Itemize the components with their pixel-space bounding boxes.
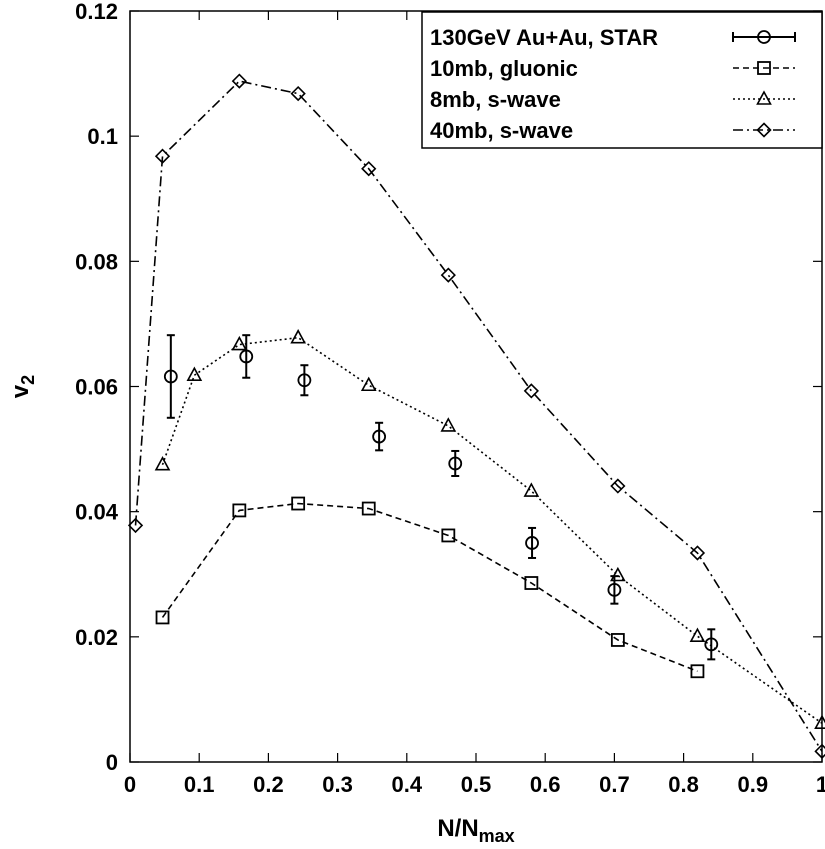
- legend-box: [421, 11, 823, 149]
- series-diamond: [127, 73, 825, 759]
- y-tick-label: 0: [106, 750, 118, 775]
- data-point-circle: [372, 429, 387, 444]
- data-point-square: [690, 664, 705, 679]
- x-tick-label: 0.7: [599, 772, 630, 797]
- y-tick-label: 0.12: [75, 0, 118, 24]
- data-point-diamond: [523, 383, 539, 399]
- y-tick-label: 0.08: [75, 249, 118, 274]
- data-point-diamond: [231, 73, 247, 89]
- series-circle: [163, 334, 719, 661]
- data-point-triangle: [689, 627, 706, 643]
- y-axis-title: v2: [7, 375, 38, 398]
- data-point-triangle: [186, 366, 203, 382]
- series-square: [155, 496, 705, 679]
- data-point-triangle: [440, 417, 457, 432]
- y-axis-title-main: v: [7, 384, 34, 398]
- x-tick-label: 0.1: [184, 772, 215, 797]
- x-axis-title: N/Nmax: [437, 815, 514, 846]
- x-tick-label: 0.9: [738, 772, 769, 797]
- x-axis-title-subscript: max: [479, 826, 515, 846]
- y-tick-label: 0.1: [87, 124, 118, 149]
- series-layer: [127, 73, 825, 759]
- data-point-diamond: [290, 85, 306, 102]
- data-point-triangle: [154, 456, 171, 471]
- data-point-triangle: [610, 566, 626, 582]
- x-tick-label: 0.5: [461, 772, 492, 797]
- data-point-circle: [525, 536, 539, 550]
- x-tick-label: 1: [816, 772, 825, 797]
- legend-marker-circle: [757, 30, 771, 44]
- series-triangle: [154, 329, 825, 729]
- legend-marker-square: [757, 61, 771, 75]
- legend-label: 8mb, s-wave: [430, 87, 561, 112]
- series-line: [134, 80, 823, 752]
- data-point-circle: [448, 456, 463, 471]
- series-line: [161, 336, 823, 724]
- data-point-diamond: [610, 478, 626, 494]
- data-point-triangle: [523, 482, 540, 497]
- data-point-square: [155, 610, 170, 625]
- data-point-square: [524, 576, 539, 590]
- legend-marker-diamond: [756, 122, 772, 138]
- data-point-circle: [607, 582, 622, 597]
- data-point-square: [441, 528, 456, 543]
- axis-titles: N/Nmax v2: [7, 375, 515, 846]
- data-point-circle: [239, 349, 254, 364]
- x-tick-label: 0.6: [530, 772, 561, 797]
- data-point-triangle: [290, 329, 306, 344]
- legend-marker-triangle: [756, 90, 772, 105]
- x-tick-label: 0.4: [392, 772, 423, 797]
- legend-label: 10mb, gluonic: [430, 56, 578, 81]
- y-tick-label: 0.04: [75, 500, 119, 525]
- data-point-square: [610, 633, 625, 647]
- x-tick-label: 0: [124, 772, 136, 797]
- axis-ticks: 0 0.1 0.2 0.3 0.4 0.5 0.6 0.7 0.8 0.9 1 0 0.02 0.04 0.…: [75, 0, 825, 797]
- data-point-diamond: [689, 545, 706, 561]
- x-tick-label: 0.2: [253, 772, 284, 797]
- y-tick-label: 0.06: [75, 375, 118, 400]
- data-point-square: [232, 503, 247, 518]
- data-point-triangle: [231, 335, 248, 351]
- data-point-diamond: [440, 267, 456, 283]
- series-line: [161, 502, 698, 672]
- y-axis-title-subscript: 2: [18, 375, 38, 385]
- x-tick-label: 0.8: [668, 772, 699, 797]
- data-point-diamond: [127, 517, 144, 534]
- data-point-circle: [704, 637, 719, 652]
- data-point-diamond: [361, 161, 377, 177]
- legend-label: 40mb, s-wave: [430, 118, 573, 143]
- data-point-diamond: [154, 148, 171, 164]
- data-point-circle: [163, 369, 178, 384]
- data-point-circle: [297, 373, 312, 388]
- data-point-diamond: [814, 743, 825, 759]
- data-point-triangle: [360, 376, 377, 392]
- data-point-square: [361, 501, 376, 516]
- legend: 130GeV Au+Au, STAR 10mb, gluonic 8mb, s-wa…: [421, 11, 823, 149]
- data-point-triangle: [814, 714, 825, 729]
- data-point-square: [291, 496, 306, 511]
- legend-label: 130GeV Au+Au, STAR: [430, 25, 658, 50]
- x-tick-label: 0.3: [322, 772, 353, 797]
- y-tick-label: 0.02: [75, 625, 118, 650]
- x-axis-title-main: N/N: [437, 815, 478, 842]
